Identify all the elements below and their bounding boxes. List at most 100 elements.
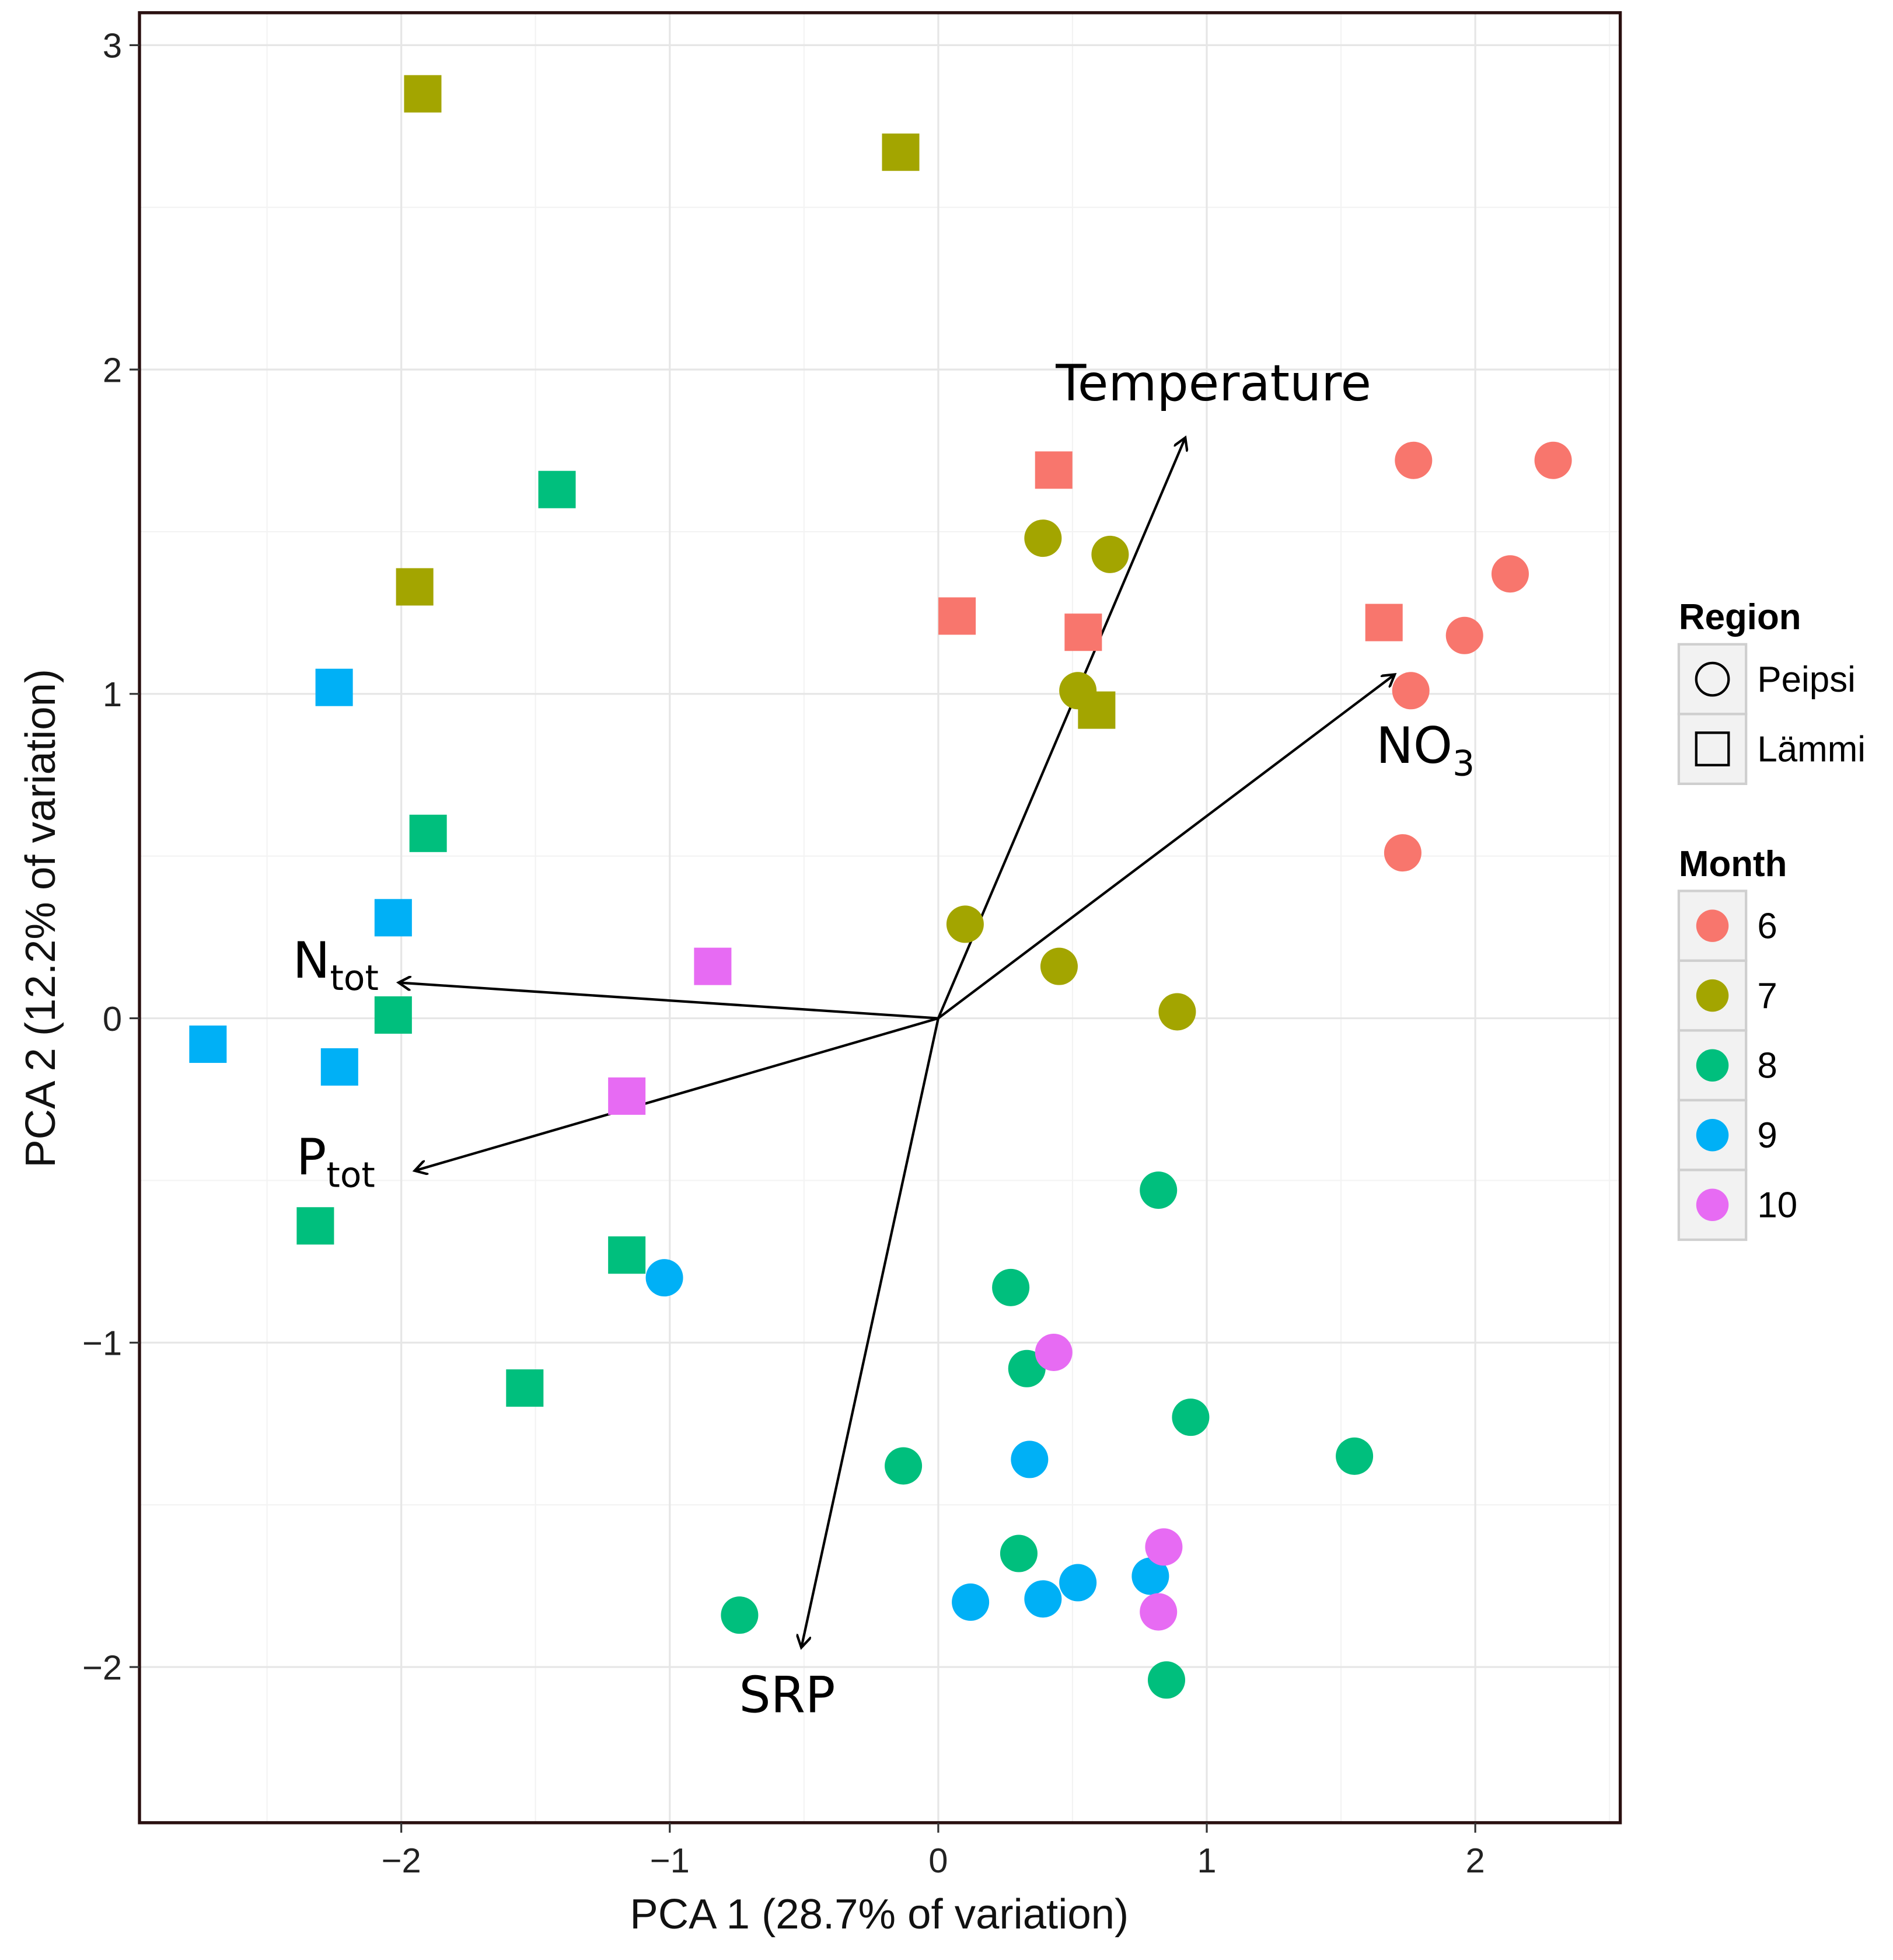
point-peipsi-month-8	[1336, 1437, 1374, 1475]
vector-label-main: N	[293, 932, 330, 990]
point-lammi-month-9	[320, 1048, 358, 1086]
legend-month-label: 8	[1757, 1046, 1777, 1086]
point-peipsi-month-10	[1035, 1333, 1073, 1371]
plot-panel-border	[138, 11, 1622, 1825]
point-lammi-month-8	[296, 1207, 334, 1245]
vector-label: SRP	[739, 1667, 836, 1725]
legend-color-dot	[1696, 1188, 1729, 1221]
legend: Region Month Peipsi Lämmi 6 7 8 9 10	[1677, 597, 1866, 1241]
y-tick-label: 1	[103, 675, 122, 714]
point-lammi-month-8	[374, 996, 412, 1034]
point-peipsi-month-8	[1140, 1171, 1178, 1209]
legend-region-label: Lämmi	[1757, 729, 1866, 769]
point-lammi-month-8	[608, 1236, 646, 1274]
loading-vectors: Temperature NO3 Ntot Ptot SRP	[293, 355, 1475, 1725]
point-peipsi-month-7	[1024, 519, 1062, 557]
legend-month-label: 6	[1757, 906, 1777, 947]
point-lammi-month-7	[882, 133, 920, 171]
point-peipsi-month-8	[1172, 1398, 1210, 1436]
point-peipsi-month-10	[1140, 1593, 1178, 1631]
point-peipsi-month-7	[1059, 672, 1097, 710]
point-lammi-month-7	[396, 568, 434, 606]
point-lammi-month-6	[1064, 613, 1102, 651]
point-peipsi-month-9	[1059, 1564, 1097, 1602]
point-lammi-month-9	[315, 668, 353, 706]
point-peipsi-month-8	[885, 1447, 923, 1485]
vector-label-main: Temperature	[1055, 355, 1371, 413]
vector-label: Ptot	[296, 1129, 375, 1195]
y-tick-label: 2	[103, 350, 122, 389]
vector-label-subscript: 3	[1452, 744, 1475, 784]
axis-ticks: −2 −1 0 1 2 −2 −1 0 1 2 3	[82, 26, 1485, 1880]
point-peipsi-month-9	[1131, 1557, 1169, 1595]
point-peipsi-month-6	[1534, 441, 1572, 479]
point-peipsi-month-9	[952, 1583, 990, 1621]
vector-label-main: P	[296, 1129, 326, 1187]
x-tick-label: 0	[928, 1841, 948, 1880]
y-axis-title: PCA 2 (12.2% of variation)	[17, 669, 64, 1168]
point-lammi-month-10	[608, 1077, 646, 1115]
x-tick-label: 2	[1466, 1841, 1485, 1880]
point-peipsi-month-8	[1008, 1349, 1046, 1387]
y-tick-label: −1	[82, 1324, 122, 1363]
x-tick-label: 1	[1197, 1841, 1216, 1880]
legend-region-label: Peipsi	[1757, 660, 1856, 700]
point-peipsi-month-7	[946, 905, 984, 943]
point-lammi-month-8	[506, 1369, 544, 1407]
vector-arrow	[937, 674, 1395, 1020]
legend-square-icon	[1695, 731, 1730, 766]
point-peipsi-month-8	[721, 1596, 759, 1634]
vector-label-subscript: tot	[330, 958, 379, 999]
point-peipsi-month-7	[1158, 993, 1196, 1031]
point-lammi-month-6	[938, 597, 976, 635]
point-peipsi-month-7	[1091, 535, 1129, 573]
point-peipsi-month-6	[1395, 441, 1433, 479]
legend-color-dot	[1696, 979, 1729, 1012]
legend-circle-icon	[1695, 661, 1730, 697]
legend-color-dot	[1696, 1118, 1729, 1152]
legend-color-dot	[1696, 909, 1729, 942]
point-lammi-month-6	[1035, 451, 1073, 489]
point-peipsi-month-6	[1384, 834, 1422, 872]
point-lammi-month-6	[1365, 604, 1403, 641]
point-lammi-month-10	[694, 947, 732, 985]
legend-region-title: Region	[1679, 597, 1801, 637]
y-tick-label: −2	[82, 1648, 122, 1687]
vector-arrow	[399, 982, 939, 1020]
legend-month-label: 9	[1757, 1115, 1777, 1156]
plot-background	[139, 12, 1620, 1823]
gridlines	[139, 12, 1620, 1823]
point-peipsi-month-9	[1011, 1441, 1049, 1478]
data-points	[189, 75, 1572, 1699]
point-lammi-month-9	[189, 1026, 227, 1063]
point-lammi-month-9	[374, 899, 412, 937]
point-peipsi-month-9	[645, 1259, 683, 1297]
point-peipsi-month-6	[1392, 672, 1430, 710]
point-peipsi-month-8	[1147, 1661, 1186, 1699]
vector-label-main: SRP	[739, 1667, 836, 1725]
x-axis-title: PCA 1 (28.7% of variation)	[630, 1891, 1129, 1938]
vector-arrow	[801, 1018, 939, 1648]
x-tick-label: −2	[382, 1841, 421, 1880]
vector-label: Ntot	[293, 932, 379, 999]
point-peipsi-month-7	[1040, 947, 1078, 985]
point-peipsi-month-8	[992, 1268, 1030, 1306]
y-tick-label: 0	[103, 999, 122, 1038]
vector-label: NO3	[1376, 717, 1475, 784]
point-peipsi-month-6	[1491, 555, 1529, 593]
legend-month-title: Month	[1679, 844, 1787, 884]
legend-month-label: 10	[1757, 1185, 1797, 1226]
vector-label: Temperature	[1055, 355, 1371, 413]
vector-arrow	[415, 1017, 939, 1171]
legend-key-box	[1677, 643, 1748, 716]
x-tick-label: −1	[650, 1841, 690, 1880]
point-peipsi-month-10	[1145, 1528, 1183, 1566]
y-tick-label: 3	[103, 26, 122, 65]
legend-month-label: 7	[1757, 976, 1777, 1016]
vector-label-main: NO	[1376, 717, 1452, 775]
point-peipsi-month-9	[1024, 1580, 1062, 1618]
legend-key-box	[1677, 713, 1748, 785]
legend-color-dot	[1696, 1049, 1729, 1082]
point-lammi-month-8	[409, 814, 447, 852]
